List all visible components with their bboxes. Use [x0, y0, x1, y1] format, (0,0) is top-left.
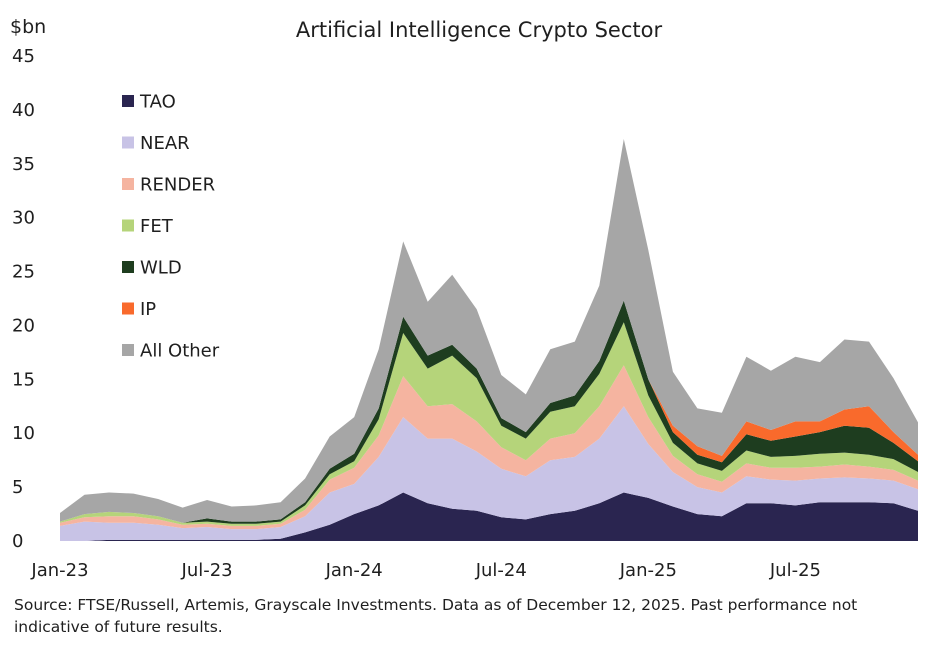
- source-note: Source: FTSE/Russell, Artemis, Grayscale…: [14, 596, 858, 636]
- y-tick-label: 20: [12, 315, 35, 336]
- plot-area: [60, 139, 918, 541]
- x-tick-label: Jan-23: [30, 560, 88, 581]
- area-series-tao: [60, 492, 918, 541]
- y-tick-label: 15: [12, 369, 35, 390]
- legend-swatch: [122, 302, 134, 315]
- legend-swatch: [122, 344, 134, 356]
- legend-label: NEAR: [140, 133, 190, 154]
- area-series-near: [60, 406, 918, 541]
- y-tick-label: 10: [12, 423, 35, 444]
- y-tick-label: 40: [12, 100, 35, 121]
- chart-title: Artificial Intelligence Crypto Sector: [296, 18, 663, 42]
- y-axis-ticks: 0 5 10 15 20 25 30 35 40 45: [12, 46, 35, 552]
- x-tick-label: Jul-24: [475, 560, 527, 581]
- legend-swatch: [122, 219, 134, 232]
- x-tick-label: Jul-23: [181, 560, 233, 581]
- y-tick-label: 35: [12, 154, 35, 175]
- x-tick-label: Jan-24: [325, 560, 383, 581]
- area-series-all-other: [60, 139, 918, 523]
- chart: Artificial Intelligence Crypto Sector $b…: [10, 16, 918, 581]
- legend-label: TAO: [139, 92, 176, 113]
- legend-swatch: [122, 136, 134, 149]
- legend-label: FET: [140, 216, 174, 237]
- area-series-render: [60, 365, 918, 530]
- legend-swatch: [122, 178, 134, 190]
- y-tick-label: 0: [12, 531, 23, 552]
- y-axis-label: $bn: [10, 16, 46, 38]
- legend-label: RENDER: [140, 175, 215, 196]
- legend-label: IP: [140, 299, 156, 320]
- legend-swatch: [122, 261, 134, 273]
- x-axis-ticks: Jan-23 Jul-23 Jan-24 Jul-24 Jan-25 Jul-25: [30, 560, 821, 581]
- x-tick-label: Jul-25: [769, 560, 821, 581]
- y-tick-label: 45: [12, 46, 35, 67]
- y-tick-label: 5: [12, 477, 23, 498]
- area-series-fet: [60, 322, 918, 526]
- y-tick-label: 30: [12, 208, 35, 229]
- legend: TAO NEAR RENDER FET WLD IP All Other: [122, 92, 220, 362]
- legend-swatch: [122, 95, 134, 107]
- legend-label: WLD: [140, 258, 182, 279]
- x-tick-label: Jan-25: [619, 560, 677, 581]
- legend-label: All Other: [140, 341, 220, 362]
- y-tick-label: 25: [12, 262, 35, 283]
